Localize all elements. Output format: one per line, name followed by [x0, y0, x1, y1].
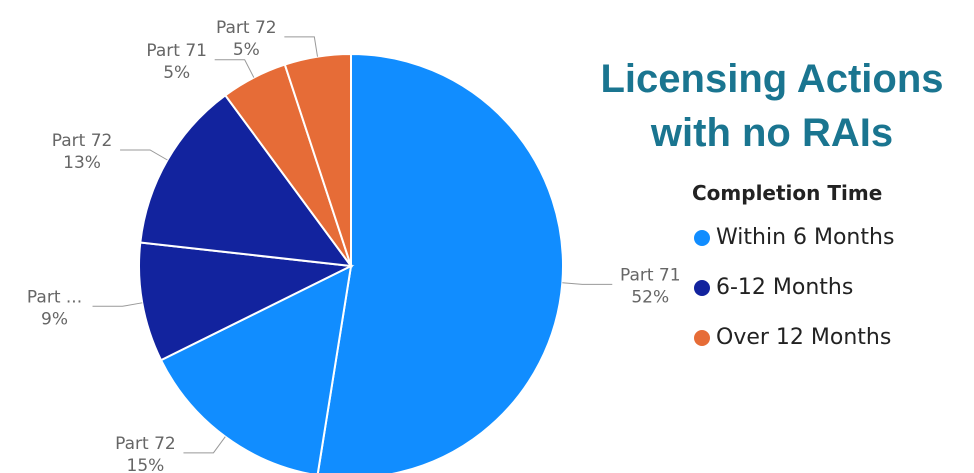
leader-line [92, 302, 143, 307]
slice-category: Part 72 [52, 131, 113, 151]
slice-label: Part 72 13% [52, 131, 113, 173]
slice-category: Part 71 [146, 41, 207, 61]
legend-label: Over 12 Months [716, 325, 891, 350]
slice-label: Part 71 52% [620, 265, 681, 307]
slice-label: Part ... 9% [27, 287, 82, 329]
legend-label: 6-12 Months [716, 275, 853, 300]
slice-label: Part 72 5% [216, 18, 277, 60]
leader-line [284, 36, 318, 57]
slice-label: Part 72 15% [115, 434, 176, 473]
pie-slice [159, 264, 353, 473]
leader-line [183, 436, 226, 454]
pie-slice [139, 93, 354, 268]
chart-title: Licensing Actions with no RAIs [600, 57, 944, 155]
leader-line [120, 149, 168, 161]
legend-marker [694, 280, 710, 296]
legend-title: Completion Time [692, 181, 882, 205]
pie-slice [283, 52, 352, 267]
legend-label: Within 6 Months [716, 225, 894, 250]
slice-value-label: 13% [63, 153, 101, 173]
pie-slice [316, 52, 564, 473]
leader-line [214, 59, 255, 78]
slice-value-label: 9% [41, 309, 68, 329]
slice-value-label: 52% [631, 287, 669, 307]
leader-line [562, 282, 613, 285]
slice-category: Part 71 [620, 265, 681, 285]
slice-value-label: 15% [127, 456, 165, 473]
legend-marker [694, 330, 710, 346]
slice-category: Part 72 [216, 18, 277, 38]
slice-category: Part 72 [115, 434, 176, 454]
slice-value-label: 5% [163, 63, 190, 83]
slice-label: Part 71 5% [146, 41, 207, 83]
legend-marker [694, 230, 710, 246]
slice-value-label: 5% [233, 40, 260, 60]
slice-category: Part ... [27, 287, 82, 307]
